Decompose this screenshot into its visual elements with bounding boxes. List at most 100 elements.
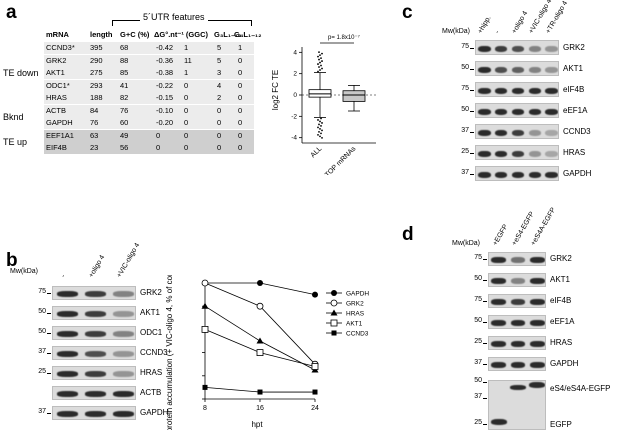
protein-band [84,291,106,297]
protein-band [56,311,78,317]
table-cell: GAPDH [46,118,73,127]
mw-marker: 25 [474,338,482,345]
protein-band [56,371,78,377]
protein-band [545,171,558,178]
blot-label: AKT1 [550,275,571,284]
outlier-point [318,123,320,126]
protein-band [545,150,558,157]
protein-band [511,129,525,136]
table-row: HRAS 188 82 -0.15 0 2 0 [44,92,254,104]
mw-tick [47,333,51,334]
protein-band [84,411,106,417]
protein-band [112,391,134,397]
blot-label: GAPDH [550,359,579,368]
table-cell: 76 [90,118,99,127]
blot-strip [52,366,136,380]
mw-marker: 75 [461,42,469,50]
data-point-hras [256,337,264,344]
protein-band [56,351,78,357]
table-cell: 0 [238,143,243,152]
blot-strip [52,326,136,340]
blot-strip [475,103,559,118]
mw-tick [470,152,474,154]
table-cell: 60 [120,118,129,127]
blot-strip [488,357,546,371]
protein-band [530,341,545,347]
protein-accumulation-chart: protein accumulation (+ VIC-oligo 4, % o… [165,275,369,430]
protein-band [491,341,506,347]
table-cell: 0 [238,118,243,127]
outlier-point [321,122,323,124]
table-cell: 0 [184,105,189,115]
legend-marker [331,330,337,336]
table-cell: -0.20 [156,118,174,127]
protein-band [528,171,542,178]
blot-label: GRK2 [550,254,572,263]
outlier-point [319,61,321,64]
col-header-g3l: G₃L₁₋₁₂ [214,30,242,39]
mw-tick [470,110,474,112]
outlier-point [321,60,323,62]
lane-label: +VIC-oligo 4 [115,241,142,279]
blot-label: eEF1A [550,317,575,326]
y-tick-label: 0 [293,92,297,99]
mw-marker: 37 [474,359,482,366]
protein-band [528,129,542,136]
table-row: AKT1 275 85 -0.38 1 3 0 [44,67,254,79]
table-cell: 2 [217,93,222,102]
outlier-point [320,125,322,127]
blot-strip [488,336,546,350]
table-cell: 85 [120,68,129,77]
outlier-point [318,131,320,133]
table-cell: ODC1* [46,80,70,90]
table-cell: 1 [184,68,189,77]
table-cell: 88 [120,55,129,65]
protein-band [545,108,558,115]
table-cell: 0 [184,93,189,102]
data-point-akt1 [201,326,209,333]
table-row: GAPDH 76 60 -0.20 0 0 0 [44,117,254,129]
table-cell: 0 [238,80,243,90]
table-cell: 56 [120,143,129,152]
category-label: ALL [310,145,324,159]
protein-band [510,299,526,305]
blot-label: ODC1 [140,328,163,337]
protein-band [528,66,542,73]
protein-band [112,331,134,337]
table-row: ACTB 84 76 -0.10 0 0 0 [44,104,254,117]
blot-label: eS4/eS4A-EGFP [550,384,611,393]
legend-marker [330,319,338,327]
blot-label: CCND3 [563,126,591,136]
protein-band [112,351,134,357]
utr-features-title: 5´UTR features [140,12,208,22]
blot-label: AKT1 [140,308,161,317]
legend-marker [330,309,338,316]
mw-marker: 25 [474,419,482,426]
mw-tick [470,47,474,49]
blot-label: HRAS [563,147,586,157]
boxplot-boxes: ALL TOP mRNAs [308,51,366,175]
mw-marker: 37 [38,408,46,415]
blot-label: ACTB [140,388,162,397]
mw-marker: 50 [38,308,46,315]
table-cell: GRK2 [46,55,67,65]
table-cell: 275 [90,68,103,77]
x-tick-label: 16 [256,405,264,412]
table-cell: 0 [184,80,189,90]
table-row: ODC1* 293 41 -0.22 0 4 0 [44,79,254,92]
outlier-point [321,67,323,70]
mw-tick [483,301,487,302]
outlier-point [319,135,321,138]
col-header-mrna: mRNA [46,30,69,39]
blot-label: HRAS [550,338,573,347]
protein-band [530,299,545,305]
table-cell: 5 [217,55,222,65]
box [342,90,366,102]
protein-band [510,278,526,284]
protein-band [112,371,134,377]
blot-label: CCND3 [140,348,168,357]
table-cell: CCND3* [46,43,75,52]
panel-d-mw-header: Mw(kDa) [452,240,480,247]
mw-tick [47,353,51,354]
outlier-point [321,136,323,139]
